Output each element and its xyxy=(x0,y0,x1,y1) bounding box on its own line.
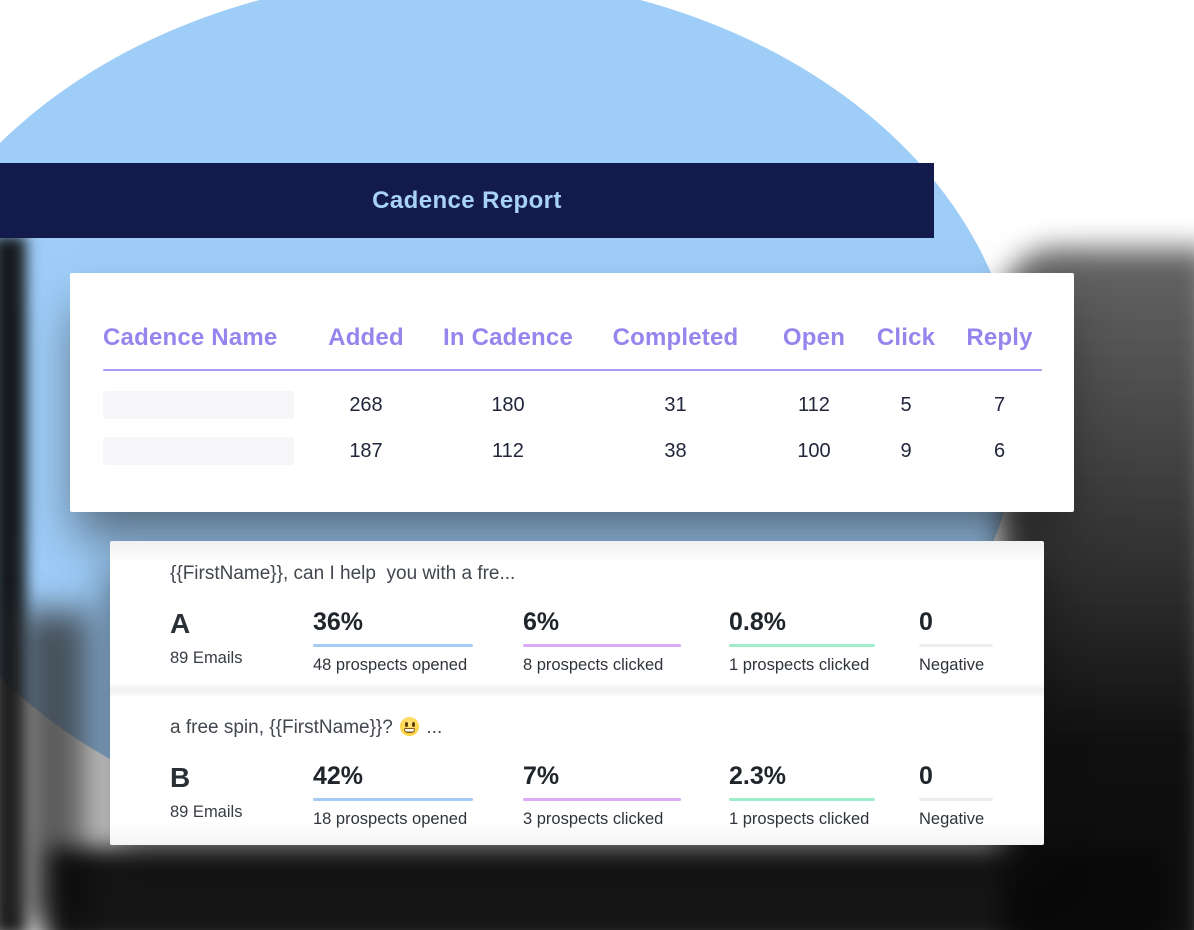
cadence-name-placeholder xyxy=(103,391,294,419)
cell-added: 187 xyxy=(349,439,383,462)
cell-click: 9 xyxy=(900,439,912,462)
stat-underline xyxy=(523,798,681,801)
stat-reply-rate: 2.3% 1 prospects clicked xyxy=(729,761,875,829)
stat-reply-rate: 0.8% 1 prospects clicked xyxy=(729,607,875,675)
stat-click-rate: 7% 3 prospects clicked xyxy=(523,761,681,829)
cell-completed: 38 xyxy=(664,439,687,462)
cell-in-cadence: 112 xyxy=(492,439,524,462)
variant-b-letter: B xyxy=(170,762,191,793)
variant-a-stats-row: 36% 48 prospects opened 6% 8 prospects c… xyxy=(110,607,1044,679)
table-row: 268 180 31 112 5 7 xyxy=(103,391,1042,419)
stat-negative: 0 Negative xyxy=(919,761,993,829)
stat-negative: 0 Negative xyxy=(919,607,993,675)
variant-b-letter-block: B 89 Emails xyxy=(170,764,242,822)
variant-b-stats-row: 42% 18 prospects opened 7% 3 prospects c… xyxy=(110,761,1044,833)
column-header-cadence-name: Cadence Name xyxy=(103,324,278,351)
stat-underline xyxy=(919,798,993,801)
grinning-face-emoji xyxy=(400,717,420,736)
cell-in-cadence: 180 xyxy=(491,393,525,416)
column-header-click: Click xyxy=(876,324,936,351)
column-header-in-cadence: In Cadence xyxy=(442,324,574,351)
variant-divider xyxy=(110,683,1044,696)
stat-click-rate: 6% 8 prospects clicked xyxy=(523,607,681,675)
stat-underline xyxy=(919,644,993,647)
variant-a-subject: {{FirstName}}, can I help you with a fre… xyxy=(170,563,516,584)
variant-b-subject: a free spin, {{FirstName}}? ... xyxy=(170,717,443,738)
stat-underline xyxy=(313,644,473,647)
stat-underline xyxy=(313,798,473,801)
variant-a-letter-block: A 89 Emails xyxy=(170,610,242,668)
table-row: 187 112 38 100 9 6 xyxy=(103,437,1042,465)
ab-test-card: {{FirstName}}, can I help you with a fre… xyxy=(110,541,1044,845)
column-header-reply: Reply xyxy=(966,324,1033,351)
cell-reply: 7 xyxy=(993,393,1006,416)
table-header-row: Cadence Name Added In Cadence Completed … xyxy=(103,321,1042,355)
report-banner: Cadence Report xyxy=(0,163,934,238)
stat-open-rate: 36% 48 prospects opened xyxy=(313,607,473,675)
column-header-added: Added xyxy=(328,324,404,351)
column-header-completed: Completed xyxy=(612,324,739,351)
variant-a-letter: A xyxy=(170,608,191,639)
stat-underline xyxy=(523,644,681,647)
variant-a-email-count: 89 Emails xyxy=(170,649,243,667)
bottom-shadow xyxy=(48,848,1166,930)
cadence-name-placeholder xyxy=(103,437,294,465)
cell-added: 268 xyxy=(349,393,383,416)
stat-open-rate: 42% 18 prospects opened xyxy=(313,761,473,829)
column-header-open: Open xyxy=(782,324,846,351)
report-banner-title: Cadence Report xyxy=(372,186,562,214)
stat-underline xyxy=(729,644,875,647)
cadence-table-card: Cadence Name Added In Cadence Completed … xyxy=(70,273,1074,512)
table-header-underline xyxy=(103,369,1042,371)
cell-open: 112 xyxy=(798,393,830,416)
variant-b-email-count: 89 Emails xyxy=(170,803,243,821)
cell-reply: 6 xyxy=(993,439,1006,462)
cell-open: 100 xyxy=(797,439,831,462)
stat-underline xyxy=(729,798,875,801)
cell-click: 5 xyxy=(900,393,912,416)
cell-completed: 31 xyxy=(664,393,687,416)
